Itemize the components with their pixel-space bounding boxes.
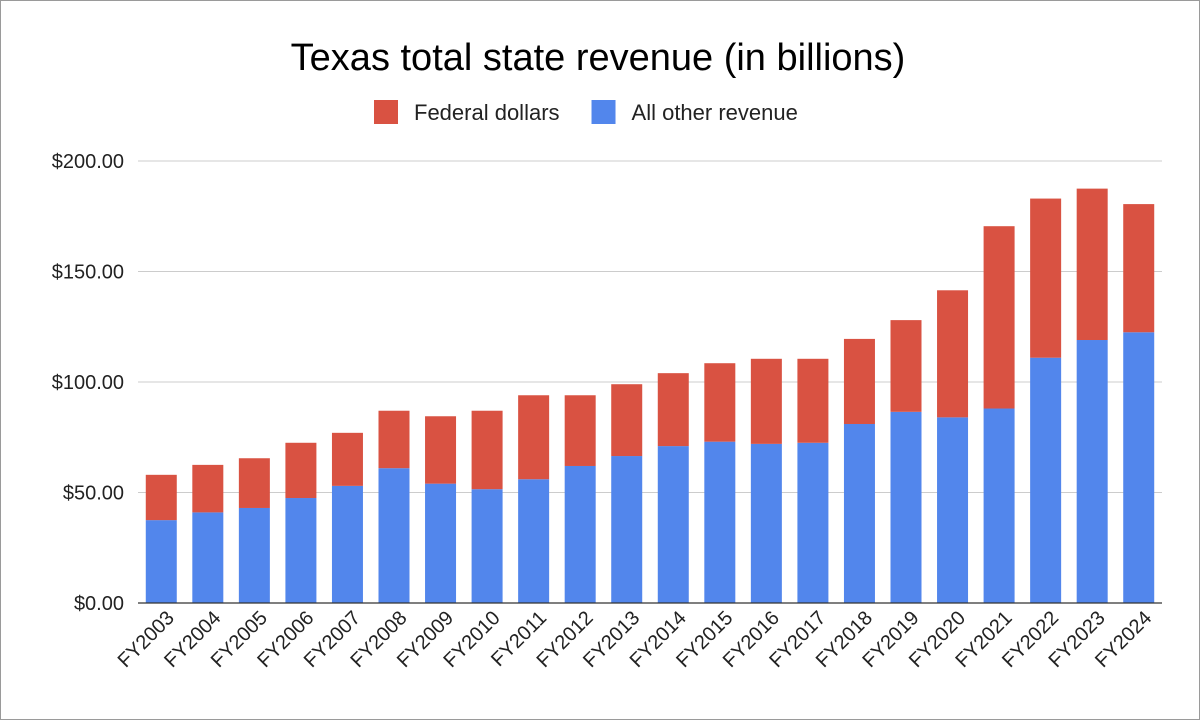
bar-all-other-revenue: [564, 465, 596, 603]
bar-federal-dollars: [331, 432, 363, 486]
bar-federal-dollars: [983, 226, 1015, 409]
bar-all-other-revenue: [843, 423, 875, 603]
bar-federal-dollars: [285, 442, 317, 499]
bar-all-other-revenue: [1030, 357, 1062, 603]
bar-all-other-revenue: [983, 408, 1015, 603]
bar-federal-dollars: [750, 358, 782, 444]
bar-all-other-revenue: [518, 479, 550, 603]
bar-all-other-revenue: [937, 417, 969, 603]
bar-federal-dollars: [843, 338, 875, 424]
y-tick-label: $0.00: [74, 593, 124, 615]
bar-all-other-revenue: [145, 520, 177, 603]
bar-all-other-revenue: [750, 443, 782, 603]
bar-federal-dollars: [1123, 204, 1155, 333]
bar-federal-dollars: [797, 358, 829, 443]
bar-federal-dollars: [611, 384, 643, 457]
y-tick-label: $200.00: [52, 151, 124, 173]
bar-all-other-revenue: [1123, 332, 1155, 603]
bar-all-other-revenue: [657, 446, 689, 603]
bar-all-other-revenue: [331, 485, 363, 603]
bar-federal-dollars: [145, 474, 177, 521]
y-tick-label: $50.00: [63, 483, 124, 505]
bar-federal-dollars: [518, 395, 550, 480]
legend-swatch: [591, 100, 616, 124]
bar-federal-dollars: [564, 395, 596, 466]
bar-federal-dollars: [471, 410, 503, 490]
bar-all-other-revenue: [1076, 340, 1108, 603]
bar-all-other-revenue: [378, 468, 410, 603]
bar-all-other-revenue: [890, 411, 922, 603]
y-tick-labels: $0.00 $50.00 $100.00 $150.00 $200.00: [52, 151, 124, 615]
bar-federal-dollars: [192, 464, 224, 513]
bars: [145, 188, 1155, 603]
bar-federal-dollars: [704, 363, 736, 442]
y-tick-label: $150.00: [52, 262, 124, 284]
bar-federal-dollars: [657, 373, 689, 447]
bar-federal-dollars: [1076, 188, 1108, 341]
y-tick-label: $100.00: [52, 372, 124, 394]
bar-federal-dollars: [937, 290, 969, 418]
legend-label: Federal dollars: [414, 100, 560, 125]
bar-all-other-revenue: [285, 498, 317, 603]
bar-all-other-revenue: [797, 442, 829, 603]
bar-federal-dollars: [1030, 198, 1062, 358]
bar-all-other-revenue: [238, 507, 270, 603]
bar-federal-dollars: [425, 416, 457, 484]
bar-all-other-revenue: [704, 441, 736, 603]
x-tick-labels: FY2003FY2004FY2005FY2006FY2007FY2008FY20…: [114, 607, 1157, 672]
bar-all-other-revenue: [611, 456, 643, 603]
bar-federal-dollars: [378, 410, 410, 469]
bar-all-other-revenue: [471, 489, 503, 603]
legend-label: All other revenue: [632, 100, 798, 125]
bar-federal-dollars: [890, 320, 922, 412]
bar-all-other-revenue: [192, 512, 224, 603]
legend-swatch: [374, 100, 398, 124]
chart-title: Texas total state revenue (in billions): [291, 37, 906, 79]
bar-all-other-revenue: [425, 483, 457, 603]
legend: Federal dollars All other revenue: [374, 100, 798, 125]
bar-federal-dollars: [238, 458, 270, 508]
